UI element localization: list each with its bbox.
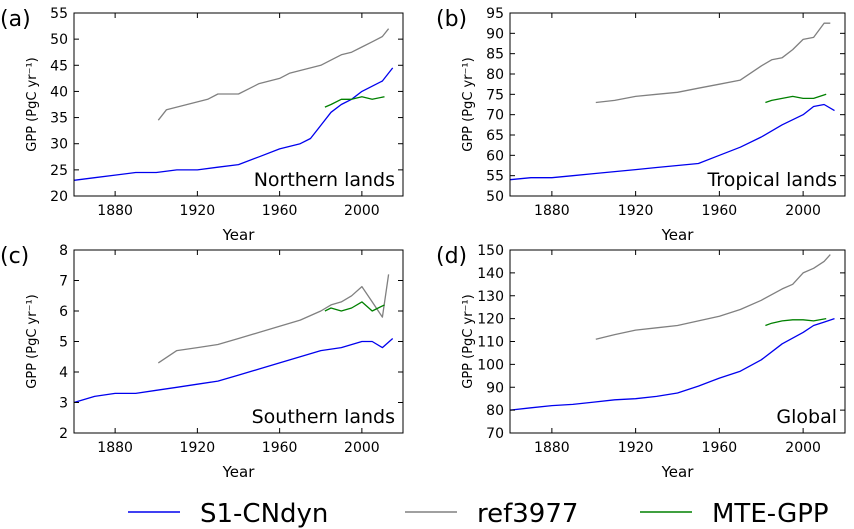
x-tick-label: 2000 [785,440,821,456]
panel-southern-lands: 1880 1920 1960 2000 2 3 4 5 6 7 8 Year GPP (PgC yr⁻¹… [0,243,404,481]
y-tick-label: 30 [50,137,68,153]
x-tick-label: 1960 [702,203,738,219]
y-tick-label: 80 [486,67,504,83]
x-tick-label: 1920 [618,203,654,219]
x-tick-label: 2000 [344,440,380,456]
x-axis-label: Year [222,463,256,481]
y-tick-label: 60 [486,148,504,164]
region-annotation: Tropical lands [706,169,837,191]
series-line-ref3977 [595,22,831,104]
y-tick-label: 3 [59,396,68,412]
x-tick-label: 1880 [534,440,570,456]
x-tick-label: 1880 [534,203,570,219]
y-tick-label: 20 [50,189,68,205]
panel-tropical-lands: 1880 1920 1960 2000 50 55 60 65 70 75 80 85 90 95 Year… [436,6,846,244]
x-tick-label: 1920 [180,203,216,219]
region-annotation: Northern lands [254,169,395,191]
y-tick-label: 4 [59,365,68,381]
y-tick-label: 55 [486,169,504,185]
y-tick-label: 55 [50,6,68,22]
series-line-ref3977 [157,274,390,364]
panel-global: 1880 1920 1960 2000 70 80 90 100 110 120 130 140 150… [436,243,846,481]
panel-label: (a) [0,7,31,32]
y-tick-label: 70 [486,426,504,442]
y-tick-label: 90 [486,26,504,42]
x-tick-label: 1880 [97,203,133,219]
y-tick-label: 8 [59,243,68,259]
y-tick-label: 100 [477,357,504,373]
region-annotation: Global [776,406,837,428]
y-tick-label: 35 [50,111,68,127]
y-tick-label: 45 [50,58,68,74]
y-tick-label: 2 [59,426,68,442]
y-tick-label: 110 [477,335,504,351]
y-axis-label: GPP (PgC yr⁻¹) [25,57,40,151]
x-tick-label: 2000 [785,203,821,219]
y-tick-label: 85 [486,47,504,63]
x-tick-label: 1880 [97,440,133,456]
series-line-mte-gpp [324,301,385,312]
legend-label-s1-cndyn: S1-CNdyn [200,499,328,529]
region-annotation: Southern lands [252,406,395,428]
y-tick-label: 40 [50,84,68,100]
series-line-ref3977 [157,28,390,121]
x-tick-label: 1960 [262,203,298,219]
legend: S1-CNdyn ref3977 MTE-GPP [128,499,829,529]
plot-frame [73,12,404,197]
series-line-s1-cndyn [73,338,394,404]
series-line-s1-cndyn [509,103,835,181]
plot-frame [509,12,846,197]
x-axis-label: Year [661,463,695,481]
x-axis-label: Year [222,226,256,244]
y-axis-label: GPP (PgC yr⁻¹) [461,294,476,388]
x-tick-label: 1920 [180,440,216,456]
legend-label-ref3977: ref3977 [477,499,578,529]
panel-northern-lands: 1880 1920 1960 2000 20 25 30 35 40 45 50 55 Year GPP … [0,6,404,244]
y-tick-label: 6 [59,304,68,320]
y-tick-label: 5 [59,335,68,351]
y-tick-label: 7 [59,274,68,290]
y-axis-label: GPP (PgC yr⁻¹) [461,57,476,151]
y-tick-label: 140 [477,266,504,282]
series-line-s1-cndyn [73,67,394,181]
y-tick-label: 120 [477,312,504,328]
legend-label-mte-gpp: MTE-GPP [712,499,829,529]
series-line-mte-gpp [765,93,827,104]
y-tick-label: 75 [486,87,504,103]
panel-label: (b) [436,7,467,32]
series-line-s1-cndyn [509,317,835,411]
y-tick-label: 70 [486,108,504,124]
y-tick-label: 90 [486,380,504,396]
y-tick-label: 50 [486,189,504,205]
y-tick-label: 150 [477,243,504,259]
y-tick-label: 95 [486,6,504,22]
series-line-mte-gpp [324,96,385,108]
y-tick-label: 65 [486,128,504,144]
series-line-mte-gpp [765,317,827,327]
y-tick-label: 130 [477,289,504,305]
x-axis-label: Year [661,226,695,244]
y-tick-label: 25 [50,163,68,179]
x-tick-label: 1920 [618,440,654,456]
panel-label: (c) [0,244,29,269]
y-tick-label: 80 [486,403,504,419]
y-tick-label: 50 [50,32,68,48]
x-tick-label: 1960 [262,440,298,456]
y-axis-label: GPP (PgC yr⁻¹) [25,294,40,388]
series-line-ref3977 [595,254,831,340]
panel-label: (d) [436,244,467,269]
x-tick-label: 2000 [344,203,380,219]
x-tick-label: 1960 [702,440,738,456]
